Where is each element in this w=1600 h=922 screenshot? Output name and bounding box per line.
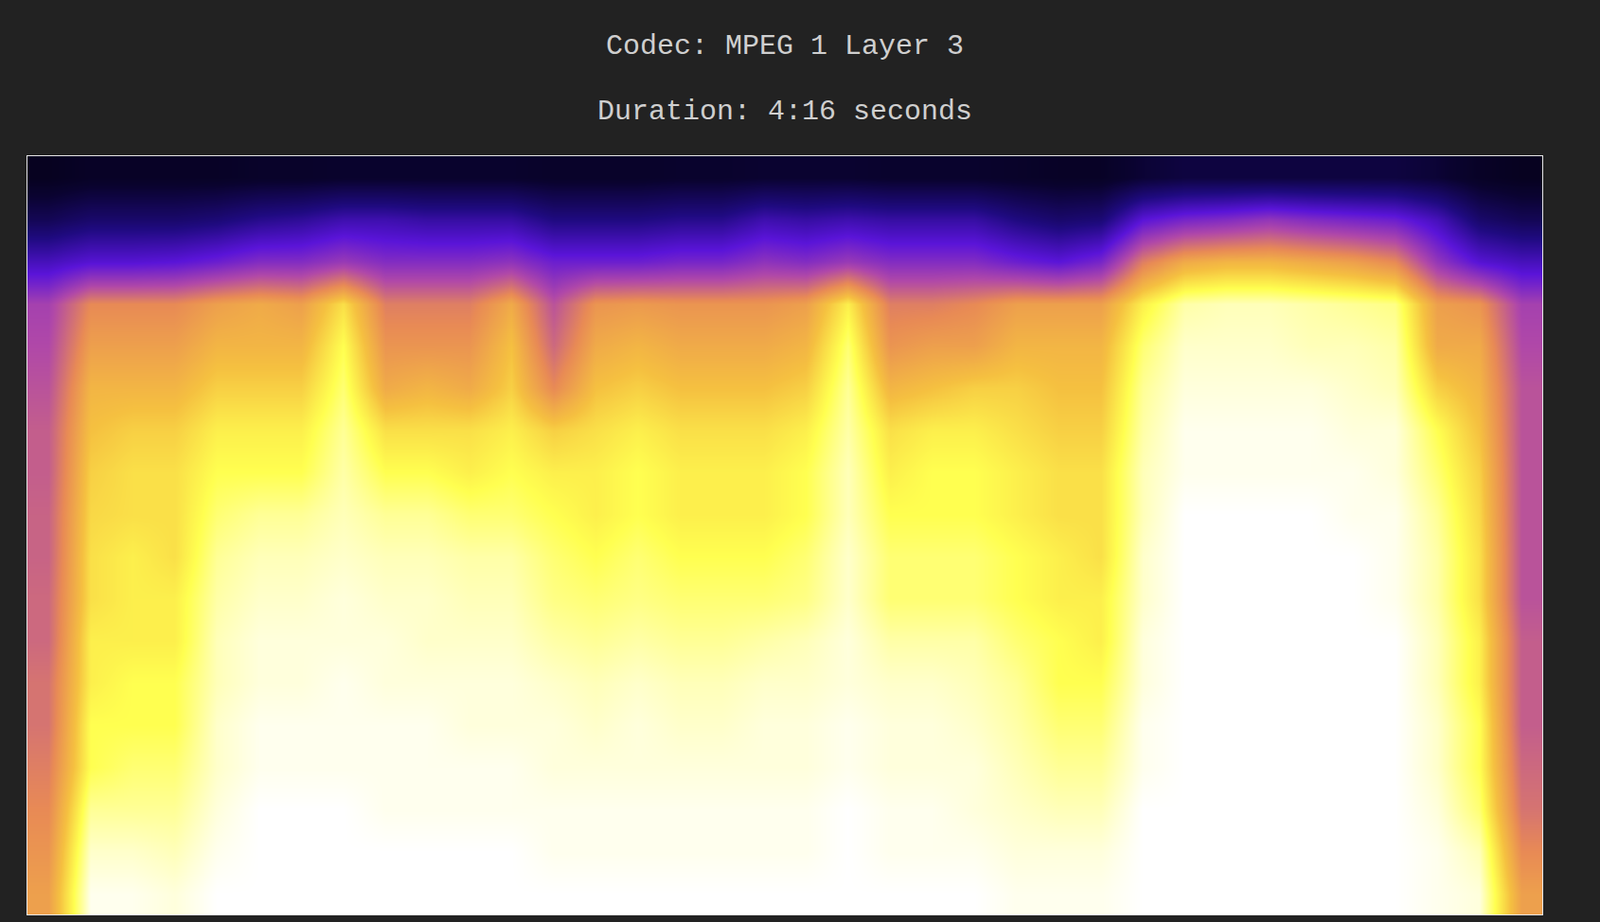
svg-text:Duration: 4:16 seconds: Duration: 4:16 seconds — [597, 95, 973, 128]
svg-text:Codec: MPEG 1 Layer 3: Codec: MPEG 1 Layer 3 — [605, 30, 964, 63]
